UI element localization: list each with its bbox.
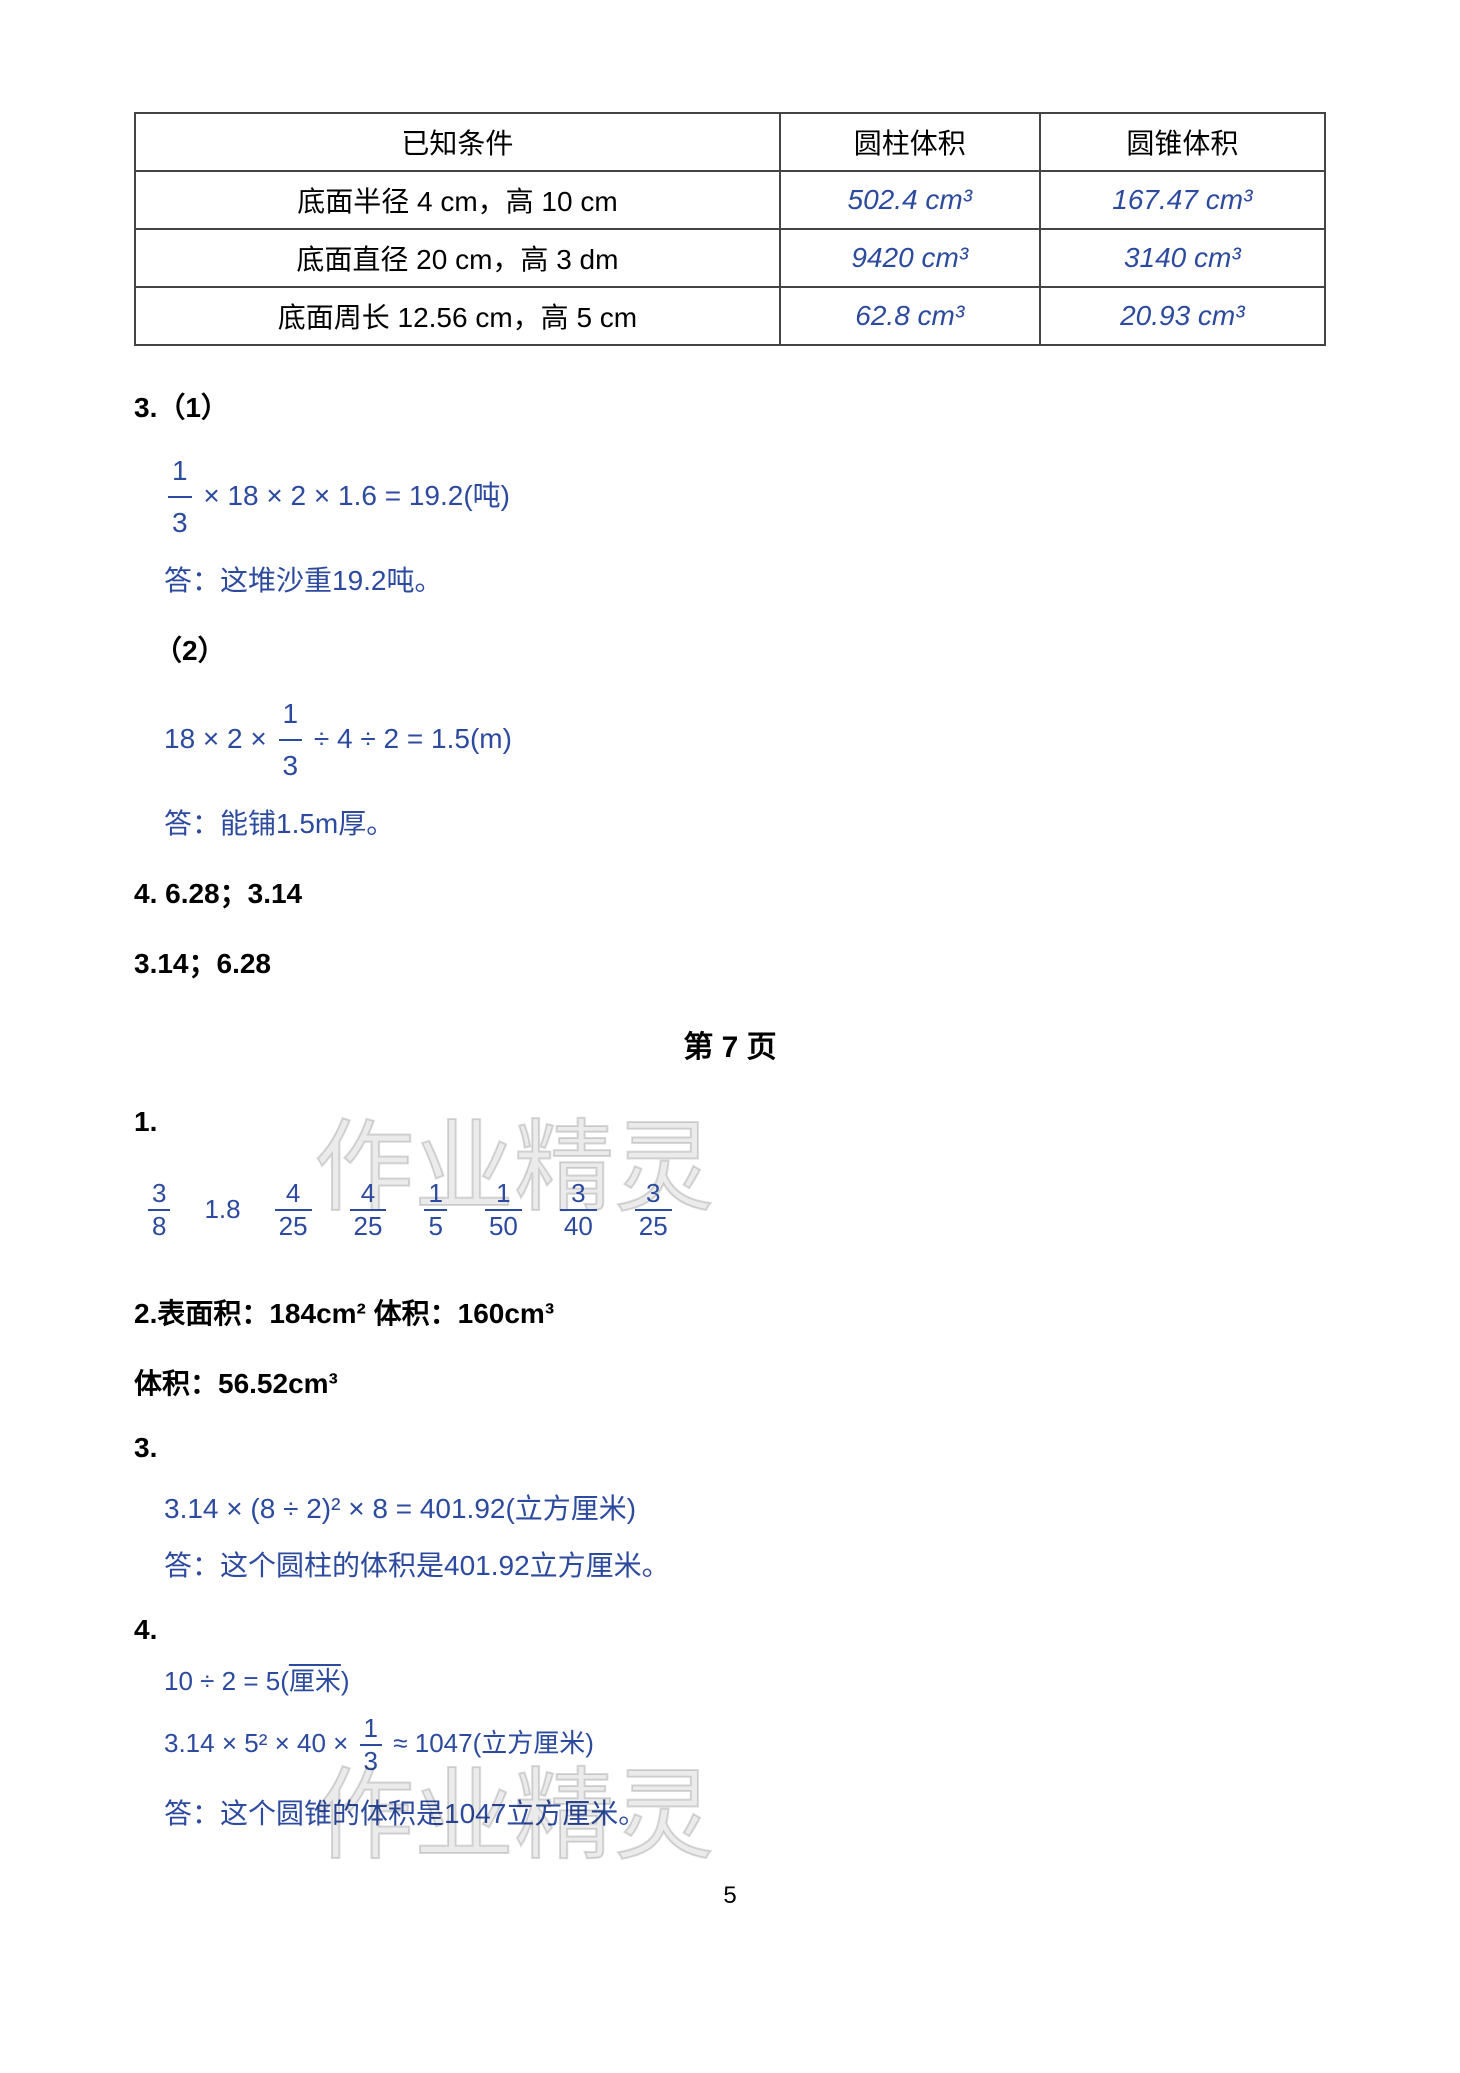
p7-q2-line2: 体积：56.52cm³	[134, 1362, 1326, 1402]
table-row: 底面周长 12.56 cm，高 5 cm 62.8 cm³ 20.93 cm³	[135, 287, 1325, 345]
question-4: 4. 6.28；3.14 3.14；6.28	[134, 872, 1326, 982]
fraction: 1 3	[168, 446, 192, 549]
table-row: 底面半径 4 cm，高 10 cm 502.4 cm³ 167.47 cm³	[135, 171, 1325, 229]
q4-line1: 4. 6.28；3.14	[134, 872, 1326, 912]
question-3-2: （2） 18 × 2 × 1 3 ÷ 4 ÷ 2 = 1.5(m) 答：能铺1.…	[134, 629, 1326, 842]
fraction: 340	[560, 1178, 597, 1242]
fraction: 325	[635, 1178, 672, 1242]
fraction: 425	[350, 1178, 387, 1242]
cell-cone: 20.93 cm³	[1040, 287, 1325, 345]
fraction: 150	[485, 1178, 522, 1242]
cell-condition: 底面周长 12.56 cm，高 5 cm	[135, 287, 780, 345]
cell-cone: 3140 cm³	[1040, 229, 1325, 287]
cell-condition: 底面直径 20 cm，高 3 dm	[135, 229, 780, 287]
p7-q4-line2: 3.14 × 5² × 40 × 1 3 ≈ 1047(立方厘米)	[164, 1713, 1326, 1777]
q3-2-label: （2）	[154, 629, 1326, 669]
p7-q1-fractions: 38 1.8 425 425 15 150 340 325	[144, 1178, 1326, 1242]
volume-table: 已知条件 圆柱体积 圆锥体积 底面半径 4 cm，高 10 cm 502.4 c…	[134, 112, 1326, 346]
q3-1-answer: 答：这堆沙重19.2吨。	[164, 559, 1326, 599]
q3-2-answer: 答：能铺1.5m厚。	[164, 802, 1326, 842]
question-3-1: 3.（1） 1 3 × 18 × 2 × 1.6 = 19.2(吨) 答：这堆沙…	[134, 386, 1326, 599]
p7-question-2: 2.表面积：184cm² 体积：160cm³ 体积：56.52cm³	[134, 1292, 1326, 1402]
p7-q2-line1: 2.表面积：184cm² 体积：160cm³	[134, 1292, 1326, 1332]
p7-q4-label: 4.	[134, 1614, 1326, 1646]
q3-1-formula: 1 3 × 18 × 2 × 1.6 = 19.2(吨)	[164, 446, 1326, 549]
page-header-7: 第 7 页	[134, 1022, 1326, 1066]
fraction: 15	[424, 1178, 446, 1242]
fraction: 38	[148, 1178, 170, 1242]
p7-question-1: 1. 作业精灵 38 1.8 425 425 15 150 340 325	[134, 1106, 1326, 1242]
p7-q3-formula: 3.14 × (8 ÷ 2)² × 8 = 401.92(立方厘米)	[164, 1484, 1326, 1534]
page-number: 5	[134, 1882, 1326, 1910]
table-header-cylinder: 圆柱体积	[780, 113, 1040, 171]
p7-q3-answer: 答：这个圆柱的体积是401.92立方厘米。	[164, 1544, 1326, 1584]
q3-2-formula: 18 × 2 × 1 3 ÷ 4 ÷ 2 = 1.5(m)	[164, 689, 1326, 792]
table-header-cone: 圆锥体积	[1040, 113, 1325, 171]
fraction: 1 3	[360, 1713, 382, 1777]
p7-question-4: 4. 10 ÷ 2 = 5(厘米) 3.14 × 5² × 40 × 1 3 ≈…	[134, 1614, 1326, 1832]
cell-cylinder: 9420 cm³	[780, 229, 1040, 287]
p7-q4-answer: 答：这个圆锥的体积是1047立方厘米。	[164, 1792, 1326, 1832]
fraction: 425	[275, 1178, 312, 1242]
table-header-condition: 已知条件	[135, 113, 780, 171]
q3-label: 3.（1）	[134, 386, 1326, 426]
fraction: 1 3	[279, 689, 303, 792]
table-row: 底面直径 20 cm，高 3 dm 9420 cm³ 3140 cm³	[135, 229, 1325, 287]
cell-cone: 167.47 cm³	[1040, 171, 1325, 229]
p7-q3-label: 3.	[134, 1432, 1326, 1464]
p7-question-3: 3. 3.14 × (8 ÷ 2)² × 8 = 401.92(立方厘米) 答：…	[134, 1432, 1326, 1584]
cell-cylinder: 502.4 cm³	[780, 171, 1040, 229]
cell-cylinder: 62.8 cm³	[780, 287, 1040, 345]
decimal-value: 1.8	[204, 1194, 240, 1225]
cell-condition: 底面半径 4 cm，高 10 cm	[135, 171, 780, 229]
p7-q1-label: 1.	[134, 1106, 1326, 1138]
p7-q4-line1: 10 ÷ 2 = 5(厘米)	[164, 1661, 1326, 1698]
q4-line2: 3.14；6.28	[134, 942, 1326, 982]
